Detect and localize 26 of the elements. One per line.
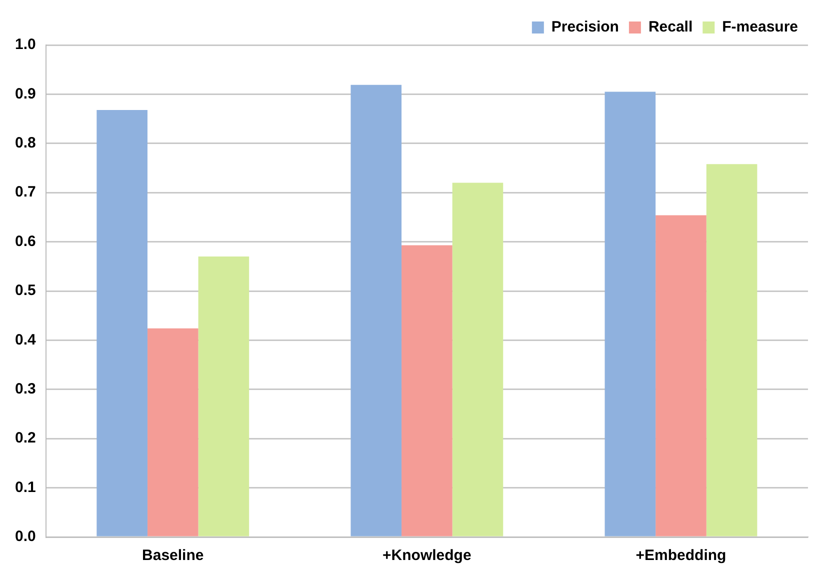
y-tick-label: 0.2 (14, 430, 36, 447)
x-tick-label: +Knowledge (382, 547, 472, 564)
bar (350, 84, 402, 536)
y-tick-label: 0.0 (14, 528, 36, 546)
y-tick-label: 1.0 (14, 36, 36, 54)
bar (147, 328, 198, 536)
bar (402, 245, 452, 536)
y-tick-label: 0.9 (14, 85, 36, 102)
bar (706, 164, 758, 536)
x-tick-label: Baseline (142, 547, 204, 564)
x-tick-label: +Embedding (636, 547, 726, 564)
y-tick-label: 0.7 (14, 184, 36, 201)
y-tick-label: 0.6 (14, 232, 36, 250)
bar (656, 215, 706, 536)
bar (604, 92, 656, 536)
y-tick-label: 0.1 (14, 478, 36, 496)
legend-label: Precision (551, 18, 619, 36)
bar (452, 182, 504, 536)
legend-label: F-measure (722, 18, 798, 36)
bar (198, 256, 250, 536)
y-tick-label: 0.5 (14, 282, 36, 300)
legend-label: Recall (648, 18, 693, 36)
y-tick-label: 0.4 (14, 331, 36, 348)
y-tick-label: 0.3 (14, 380, 36, 398)
y-tick-label: 0.8 (14, 134, 36, 152)
bar (96, 110, 148, 536)
